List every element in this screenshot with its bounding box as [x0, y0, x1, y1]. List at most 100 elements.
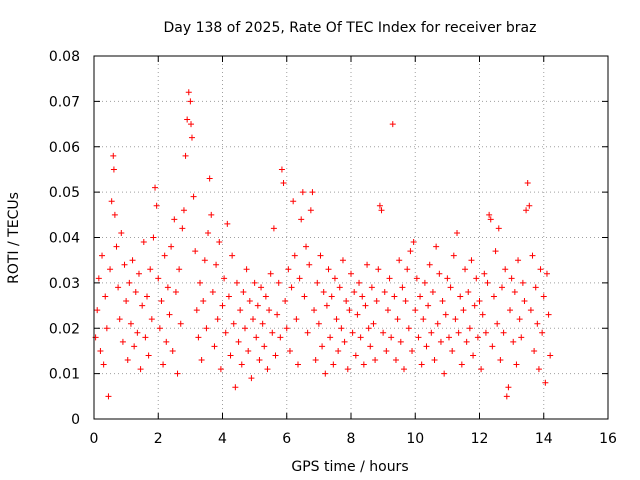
data-point [333, 316, 340, 323]
data-point [331, 275, 338, 282]
data-point [420, 316, 427, 323]
data-point [407, 248, 414, 255]
data-point [364, 261, 371, 268]
data-point [478, 366, 485, 373]
x-tick-label: 8 [347, 431, 356, 447]
data-point [543, 270, 550, 277]
data-point [378, 207, 385, 214]
data-point [431, 357, 438, 364]
data-point [413, 275, 420, 282]
data-point [293, 316, 300, 323]
data-point [445, 334, 452, 341]
data-point [527, 307, 534, 314]
data-point [476, 298, 483, 305]
data-point [221, 275, 228, 282]
data-point [412, 307, 419, 314]
data-point [139, 302, 146, 309]
data-point [217, 366, 224, 373]
data-point [531, 347, 538, 354]
data-point [311, 307, 318, 314]
x-tick-label: 10 [406, 431, 424, 447]
data-point [519, 279, 526, 286]
data-point [140, 239, 147, 246]
data-point [108, 198, 115, 205]
data-point [314, 279, 321, 286]
data-point [285, 266, 292, 273]
data-point [270, 225, 277, 232]
data-point [256, 357, 263, 364]
data-point [418, 361, 425, 368]
data-point [346, 307, 353, 314]
data-point [495, 225, 502, 232]
data-point [171, 216, 178, 223]
data-point [315, 320, 322, 327]
x-tick-label: 6 [282, 431, 291, 447]
data-point [126, 279, 133, 286]
y-tick-label: 0.06 [49, 140, 80, 156]
data-point [473, 275, 480, 282]
data-point [301, 293, 308, 300]
data-point [455, 329, 462, 336]
x-tick-label: 4 [218, 431, 227, 447]
data-point [391, 293, 398, 300]
data-point [97, 347, 104, 354]
data-point [155, 275, 162, 282]
data-point [399, 284, 406, 291]
data-point [188, 134, 195, 141]
data-point [243, 266, 250, 273]
data-point [368, 284, 375, 291]
data-point [513, 361, 520, 368]
data-point [327, 334, 334, 341]
data-point [278, 166, 285, 173]
data-point [437, 338, 444, 345]
data-point [184, 116, 191, 123]
data-point [145, 352, 152, 359]
data-point [328, 293, 335, 300]
data-point [474, 334, 481, 341]
data-point [484, 279, 491, 286]
data-point [216, 239, 223, 246]
data-point [238, 361, 245, 368]
data-point [381, 288, 388, 295]
data-point [449, 347, 456, 354]
data-point [415, 334, 422, 341]
data-point [192, 248, 199, 255]
data-point [516, 316, 523, 323]
data-point [465, 288, 472, 295]
data-point [500, 329, 507, 336]
data-point [341, 338, 348, 345]
data-point [360, 361, 367, 368]
data-point [537, 266, 544, 273]
data-point [168, 243, 175, 250]
x-tick-label: 2 [154, 431, 163, 447]
data-point [441, 370, 448, 377]
data-point [498, 284, 505, 291]
data-point [99, 252, 106, 259]
data-point [211, 343, 218, 350]
data-point [201, 257, 208, 264]
data-point [233, 279, 240, 286]
data-point [107, 266, 114, 273]
data-point [134, 329, 141, 336]
data-point [296, 275, 303, 282]
data-point [163, 338, 170, 345]
data-point [129, 257, 136, 264]
data-point [386, 275, 393, 282]
data-point [303, 243, 310, 250]
data-point [206, 175, 213, 182]
data-point [225, 293, 232, 300]
data-point [118, 229, 125, 236]
data-point [489, 343, 496, 350]
data-point [367, 343, 374, 350]
x-tick-label: 0 [90, 431, 99, 447]
data-point [198, 357, 205, 364]
data-point [142, 334, 149, 341]
data-point [433, 243, 440, 250]
data-point [190, 193, 197, 200]
y-tick-label: 0.02 [49, 321, 80, 337]
data-point [230, 320, 237, 327]
data-point [280, 180, 287, 187]
y-tick-label: 0 [71, 412, 80, 428]
data-point [166, 311, 173, 318]
data-point [503, 393, 510, 400]
